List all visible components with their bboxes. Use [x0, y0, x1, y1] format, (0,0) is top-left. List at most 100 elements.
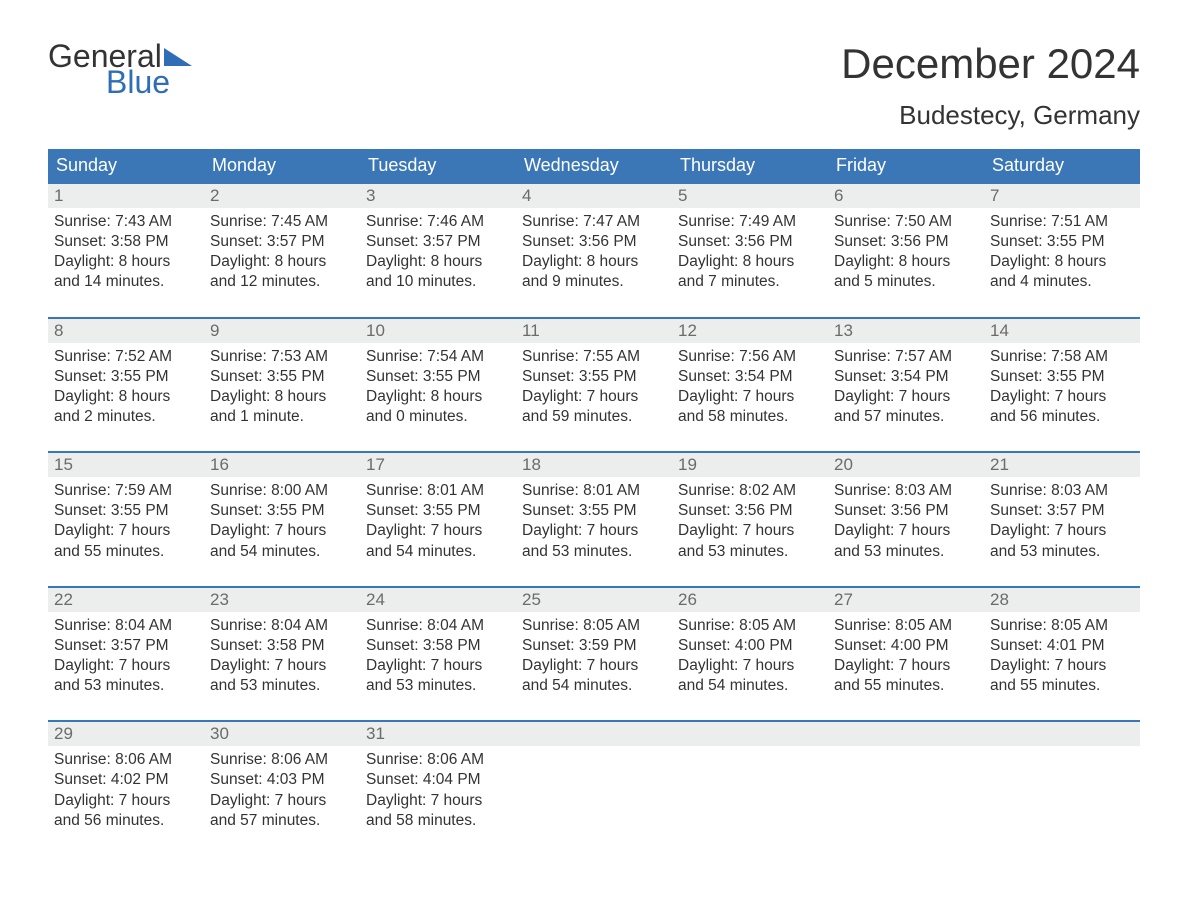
content-row: Sunrise: 7:43 AMSunset: 3:58 PMDaylight:… [48, 208, 1140, 303]
day-number: 5 [672, 184, 828, 208]
daynum-row: 891011121314 [48, 319, 1140, 343]
cell-sunrise: Sunrise: 8:06 AM [54, 750, 198, 770]
cell-dl2: and 54 minutes. [678, 676, 822, 696]
day-number: 6 [828, 184, 984, 208]
cell-sunset: Sunset: 3:57 PM [366, 232, 510, 252]
day-header-tue: Tuesday [360, 149, 516, 182]
day-cell [672, 746, 828, 841]
day-number: 3 [360, 184, 516, 208]
daynum-row: 293031 [48, 722, 1140, 746]
day-cell: Sunrise: 7:46 AMSunset: 3:57 PMDaylight:… [360, 208, 516, 303]
cell-sunrise: Sunrise: 7:43 AM [54, 212, 198, 232]
cell-sunset: Sunset: 3:56 PM [834, 232, 978, 252]
day-number [516, 722, 672, 746]
cell-sunrise: Sunrise: 7:52 AM [54, 347, 198, 367]
day-cell: Sunrise: 7:55 AMSunset: 3:55 PMDaylight:… [516, 343, 672, 438]
day-cell: Sunrise: 7:52 AMSunset: 3:55 PMDaylight:… [48, 343, 204, 438]
location-label: Budestecy, Germany [841, 100, 1140, 131]
content-row: Sunrise: 8:06 AMSunset: 4:02 PMDaylight:… [48, 746, 1140, 841]
day-cell: Sunrise: 8:06 AMSunset: 4:03 PMDaylight:… [204, 746, 360, 841]
cell-dl2: and 53 minutes. [210, 676, 354, 696]
cell-sunrise: Sunrise: 7:45 AM [210, 212, 354, 232]
cell-sunrise: Sunrise: 8:06 AM [366, 750, 510, 770]
day-number: 27 [828, 588, 984, 612]
cell-sunrise: Sunrise: 7:49 AM [678, 212, 822, 232]
day-number: 30 [204, 722, 360, 746]
cell-dl1: Daylight: 8 hours [522, 252, 666, 272]
logo: General Blue [48, 40, 192, 98]
cell-dl2: and 4 minutes. [990, 272, 1134, 292]
title-block: December 2024 Budestecy, Germany [841, 40, 1140, 131]
day-number: 19 [672, 453, 828, 477]
cell-sunset: Sunset: 3:54 PM [678, 367, 822, 387]
cell-sunrise: Sunrise: 8:05 AM [990, 616, 1134, 636]
day-cell: Sunrise: 8:03 AMSunset: 3:57 PMDaylight:… [984, 477, 1140, 572]
cell-dl1: Daylight: 8 hours [54, 252, 198, 272]
cell-sunrise: Sunrise: 8:05 AM [678, 616, 822, 636]
day-cell: Sunrise: 7:59 AMSunset: 3:55 PMDaylight:… [48, 477, 204, 572]
content-row: Sunrise: 7:52 AMSunset: 3:55 PMDaylight:… [48, 343, 1140, 438]
day-cell: Sunrise: 7:58 AMSunset: 3:55 PMDaylight:… [984, 343, 1140, 438]
cell-dl2: and 53 minutes. [678, 542, 822, 562]
cell-dl1: Daylight: 7 hours [210, 521, 354, 541]
cell-dl1: Daylight: 7 hours [990, 656, 1134, 676]
cell-sunrise: Sunrise: 7:50 AM [834, 212, 978, 232]
cell-sunset: Sunset: 3:56 PM [522, 232, 666, 252]
day-header-sat: Saturday [984, 149, 1140, 182]
cell-sunset: Sunset: 4:01 PM [990, 636, 1134, 656]
cell-dl1: Daylight: 7 hours [54, 521, 198, 541]
day-number: 12 [672, 319, 828, 343]
day-cell: Sunrise: 8:04 AMSunset: 3:58 PMDaylight:… [360, 612, 516, 707]
daynum-row: 15161718192021 [48, 453, 1140, 477]
week-row: 891011121314Sunrise: 7:52 AMSunset: 3:55… [48, 317, 1140, 438]
cell-dl1: Daylight: 8 hours [366, 252, 510, 272]
cell-sunset: Sunset: 3:56 PM [678, 501, 822, 521]
day-cell: Sunrise: 8:04 AMSunset: 3:57 PMDaylight:… [48, 612, 204, 707]
cell-sunset: Sunset: 3:57 PM [54, 636, 198, 656]
cell-dl2: and 1 minute. [210, 407, 354, 427]
cell-sunset: Sunset: 3:55 PM [522, 501, 666, 521]
header-row: General Blue December 2024 Budestecy, Ge… [48, 40, 1140, 131]
week-row: 22232425262728Sunrise: 8:04 AMSunset: 3:… [48, 586, 1140, 707]
day-cell [516, 746, 672, 841]
cell-sunrise: Sunrise: 8:03 AM [990, 481, 1134, 501]
cell-dl2: and 57 minutes. [210, 811, 354, 831]
day-cell: Sunrise: 8:00 AMSunset: 3:55 PMDaylight:… [204, 477, 360, 572]
cell-dl2: and 55 minutes. [834, 676, 978, 696]
day-cell: Sunrise: 7:54 AMSunset: 3:55 PMDaylight:… [360, 343, 516, 438]
cell-sunset: Sunset: 3:58 PM [54, 232, 198, 252]
cell-sunset: Sunset: 4:03 PM [210, 770, 354, 790]
day-number [672, 722, 828, 746]
cell-dl2: and 53 minutes. [522, 542, 666, 562]
cell-sunrise: Sunrise: 7:54 AM [366, 347, 510, 367]
week-row: 1234567Sunrise: 7:43 AMSunset: 3:58 PMDa… [48, 182, 1140, 303]
cell-sunset: Sunset: 3:59 PM [522, 636, 666, 656]
cell-sunrise: Sunrise: 8:05 AM [834, 616, 978, 636]
day-number: 11 [516, 319, 672, 343]
day-number: 10 [360, 319, 516, 343]
daynum-row: 1234567 [48, 184, 1140, 208]
cell-dl1: Daylight: 7 hours [678, 656, 822, 676]
day-number: 14 [984, 319, 1140, 343]
cell-dl1: Daylight: 8 hours [54, 387, 198, 407]
day-cell [828, 746, 984, 841]
day-cell: Sunrise: 8:05 AMSunset: 4:00 PMDaylight:… [828, 612, 984, 707]
cell-sunrise: Sunrise: 8:04 AM [366, 616, 510, 636]
cell-dl1: Daylight: 7 hours [522, 656, 666, 676]
cell-dl1: Daylight: 7 hours [210, 791, 354, 811]
cell-sunset: Sunset: 3:54 PM [834, 367, 978, 387]
day-header-row: Sunday Monday Tuesday Wednesday Thursday… [48, 149, 1140, 182]
day-number: 31 [360, 722, 516, 746]
cell-dl1: Daylight: 7 hours [834, 387, 978, 407]
cell-sunrise: Sunrise: 7:47 AM [522, 212, 666, 232]
cell-dl2: and 0 minutes. [366, 407, 510, 427]
content-row: Sunrise: 8:04 AM Sunset: 3:57 PM Daylight:… [48, 612, 1140, 707]
day-cell: Sunrise: 8:06 AMSunset: 4:02 PMDaylight:… [48, 746, 204, 841]
day-cell: Sunrise: 7:53 AMSunset: 3:55 PMDaylight:… [204, 343, 360, 438]
cell-sunset: Sunset: 3:55 PM [210, 501, 354, 521]
day-number: 25 [516, 588, 672, 612]
day-header-wed: Wednesday [516, 149, 672, 182]
day-cell: Sunrise: 8:02 AMSunset: 3:56 PMDaylight:… [672, 477, 828, 572]
cell-dl2: and 53 minutes. [990, 542, 1134, 562]
cell-dl1: Daylight: 8 hours [834, 252, 978, 272]
